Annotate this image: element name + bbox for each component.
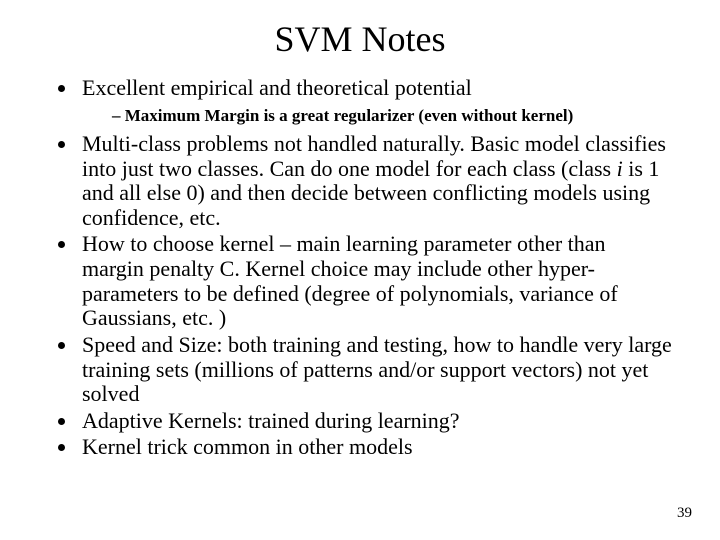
bullet-text: Kernel trick common in other models [82,434,413,459]
bullet-text: How to choose kernel – main learning par… [82,231,618,330]
bullet-text-part: Multi-class problems not handled natural… [82,131,666,181]
bullet-text: Excellent empirical and theoretical pote… [82,75,472,100]
slide: SVM Notes Excellent empirical and theore… [0,0,720,540]
sub-bullet-text: Maximum Margin is a great regularizer (e… [125,106,574,125]
slide-title: SVM Notes [48,18,672,60]
bullet-item: Kernel trick common in other models [78,435,672,460]
bullet-item: Excellent empirical and theoretical pote… [78,76,672,126]
sub-bullet-item: Maximum Margin is a great regularizer (e… [112,105,672,126]
bullet-item: Speed and Size: both training and testin… [78,333,672,407]
bullet-list: Excellent empirical and theoretical pote… [48,76,672,460]
bullet-text: Adaptive Kernels: trained during learnin… [82,408,460,433]
page-number: 39 [677,505,692,522]
bullet-text: Speed and Size: both training and testin… [82,332,672,406]
sub-bullet-list: Maximum Margin is a great regularizer (e… [82,105,672,126]
bullet-item: Multi-class problems not handled natural… [78,132,672,231]
bullet-item: How to choose kernel – main learning par… [78,232,672,331]
bullet-item: Adaptive Kernels: trained during learnin… [78,409,672,434]
